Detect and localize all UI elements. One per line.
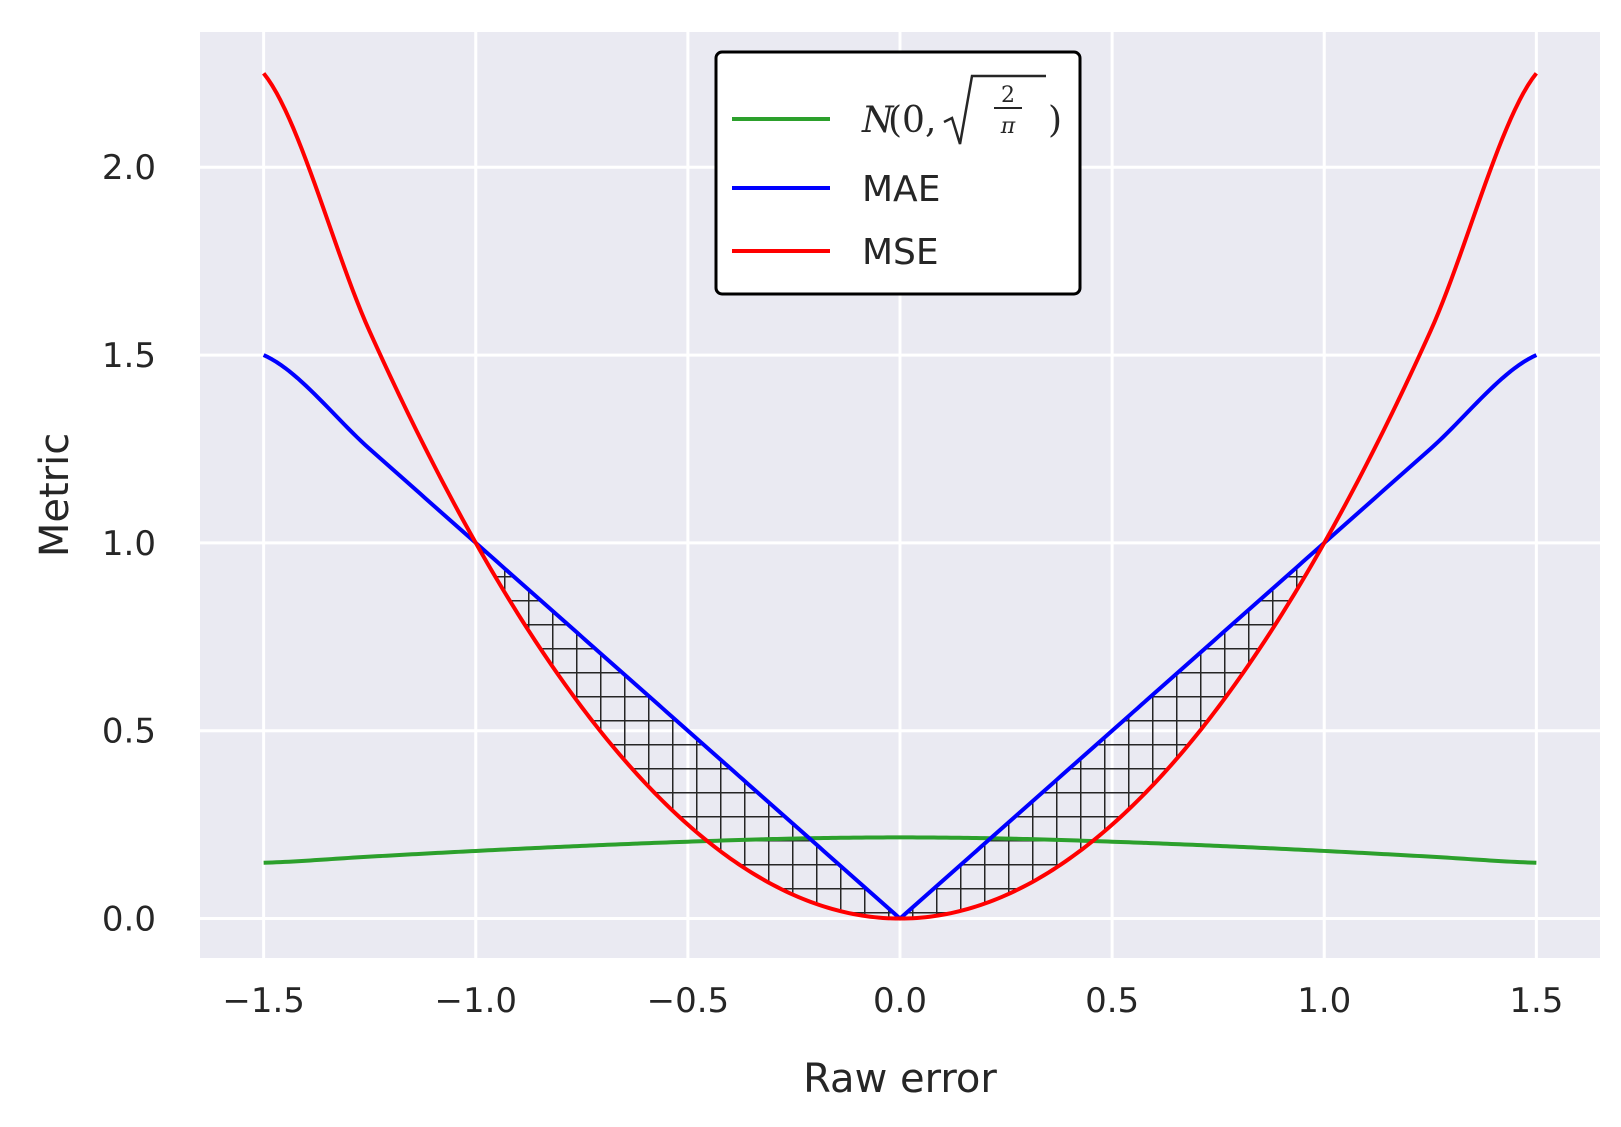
svg-text:N: N	[861, 100, 895, 141]
sqrt-numerator: 2	[1001, 83, 1015, 108]
y-axis-label: Metric	[32, 433, 78, 557]
legend-label-mae: MAE	[862, 169, 940, 210]
x-tick-label: 1.5	[1509, 981, 1563, 1021]
legend-box	[714, 50, 1082, 296]
legend-label-normal: N (0, 2 π )	[861, 74, 1062, 145]
x-axis-label: Raw error	[803, 1056, 997, 1102]
x-tick-label: 0.5	[1085, 981, 1139, 1021]
y-tick-label: 0.0	[102, 900, 156, 940]
sqrt-denominator: π	[1000, 114, 1016, 139]
y-tick-label: 1.0	[102, 524, 156, 564]
y-gridlines	[200, 165, 1600, 921]
series-lines	[262, 72, 1538, 921]
y-tick-label: 2.0	[102, 148, 156, 188]
x-tick-label: 0.0	[873, 981, 927, 1021]
y-tick-label: 0.5	[102, 712, 156, 752]
y-tick-label: 1.5	[102, 336, 156, 376]
x-tick-label: −1.5	[222, 981, 305, 1021]
x-tick-label: −0.5	[647, 981, 730, 1021]
svg-text:): )	[1048, 100, 1062, 141]
y-tick-labels: 0.0 0.5 1.0 1.5 2.0	[102, 148, 156, 939]
series-line-mse	[262, 72, 1538, 921]
svg-text:(0,: (0,	[888, 100, 936, 141]
x-tick-label: −1.0	[434, 981, 517, 1021]
legend-label-mse: MSE	[862, 232, 939, 273]
series-line-n-0-2-	[263, 835, 1537, 865]
shaded-region-mae-mse	[475, 542, 1325, 919]
legend: N (0, 2 π ) MAE MSE	[714, 50, 1082, 296]
x-tick-label: 1.0	[1297, 981, 1351, 1021]
x-tick-labels: −1.5 −1.0 −0.5 0.0 0.5 1.0 1.5	[222, 981, 1563, 1021]
